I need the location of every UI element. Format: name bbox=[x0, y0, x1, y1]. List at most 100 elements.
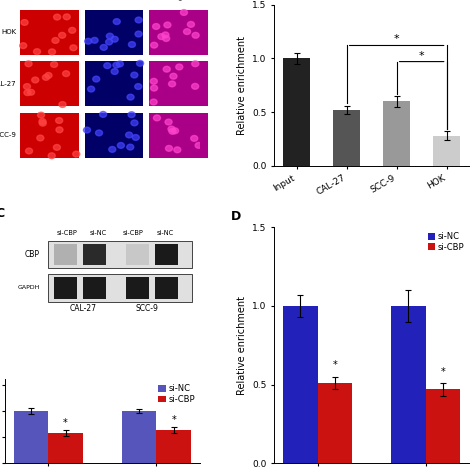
Circle shape bbox=[43, 74, 49, 80]
Circle shape bbox=[192, 32, 199, 38]
Bar bbox=[14, 411, 48, 463]
Bar bbox=[83, 277, 106, 299]
Text: HOK: HOK bbox=[1, 29, 17, 35]
Circle shape bbox=[151, 85, 157, 91]
Circle shape bbox=[37, 135, 44, 141]
Bar bbox=[83, 244, 106, 265]
Text: CAL-27: CAL-27 bbox=[0, 80, 17, 87]
Circle shape bbox=[117, 61, 123, 67]
Circle shape bbox=[132, 135, 139, 140]
Circle shape bbox=[88, 86, 95, 92]
Text: C: C bbox=[0, 207, 4, 220]
Circle shape bbox=[165, 119, 172, 125]
Bar bbox=[333, 110, 360, 166]
Text: SCC-9: SCC-9 bbox=[0, 132, 17, 138]
FancyBboxPatch shape bbox=[20, 113, 79, 158]
Circle shape bbox=[91, 37, 98, 43]
FancyBboxPatch shape bbox=[85, 9, 143, 55]
Circle shape bbox=[111, 37, 118, 42]
Text: B: B bbox=[231, 0, 241, 1]
Circle shape bbox=[169, 128, 176, 134]
Y-axis label: Relative enrichment: Relative enrichment bbox=[237, 296, 246, 395]
Text: *: * bbox=[394, 35, 400, 44]
Circle shape bbox=[85, 38, 92, 44]
Circle shape bbox=[150, 78, 157, 84]
Legend: si-NC, si-CBP: si-NC, si-CBP bbox=[157, 384, 196, 404]
Bar bbox=[156, 430, 191, 463]
Y-axis label: Relative enrichment: Relative enrichment bbox=[237, 36, 246, 135]
FancyBboxPatch shape bbox=[149, 9, 208, 55]
FancyBboxPatch shape bbox=[85, 61, 143, 106]
Circle shape bbox=[54, 145, 60, 150]
Bar bbox=[54, 244, 77, 265]
Circle shape bbox=[202, 90, 209, 96]
Circle shape bbox=[24, 90, 31, 95]
Circle shape bbox=[111, 69, 118, 74]
Circle shape bbox=[39, 120, 46, 126]
Circle shape bbox=[93, 76, 100, 82]
Circle shape bbox=[128, 42, 136, 47]
Text: si-NC: si-NC bbox=[90, 230, 107, 236]
Circle shape bbox=[131, 72, 138, 78]
Circle shape bbox=[183, 29, 191, 35]
Text: SCC-9: SCC-9 bbox=[136, 304, 159, 314]
Circle shape bbox=[54, 14, 61, 20]
Circle shape bbox=[104, 63, 111, 68]
Circle shape bbox=[162, 32, 169, 38]
Circle shape bbox=[176, 64, 183, 70]
Circle shape bbox=[158, 34, 165, 39]
Circle shape bbox=[59, 102, 66, 107]
Circle shape bbox=[37, 112, 45, 118]
Circle shape bbox=[150, 99, 157, 105]
Bar bbox=[155, 244, 178, 265]
Text: Merged: Merged bbox=[165, 0, 191, 1]
Circle shape bbox=[70, 45, 77, 51]
Text: *: * bbox=[441, 367, 446, 377]
Circle shape bbox=[73, 151, 80, 157]
Circle shape bbox=[55, 117, 63, 124]
Circle shape bbox=[63, 14, 70, 20]
Text: GAPDH: GAPDH bbox=[18, 285, 40, 291]
Circle shape bbox=[172, 128, 179, 134]
Bar bbox=[48, 274, 192, 301]
Circle shape bbox=[106, 39, 113, 45]
Circle shape bbox=[191, 83, 199, 89]
Circle shape bbox=[109, 146, 116, 152]
Circle shape bbox=[192, 61, 199, 66]
Text: D: D bbox=[231, 210, 241, 223]
Circle shape bbox=[48, 153, 55, 159]
Bar bbox=[155, 277, 178, 299]
Circle shape bbox=[83, 127, 91, 133]
Circle shape bbox=[127, 144, 134, 150]
Bar bbox=[122, 411, 156, 463]
Circle shape bbox=[56, 127, 63, 133]
Circle shape bbox=[135, 31, 142, 37]
Circle shape bbox=[135, 17, 142, 23]
FancyBboxPatch shape bbox=[85, 113, 143, 158]
FancyBboxPatch shape bbox=[20, 9, 79, 55]
Text: *: * bbox=[419, 51, 424, 60]
Bar bbox=[126, 244, 149, 265]
Circle shape bbox=[106, 33, 113, 39]
Bar bbox=[318, 383, 352, 463]
Circle shape bbox=[39, 118, 46, 124]
Circle shape bbox=[168, 126, 175, 132]
Circle shape bbox=[24, 84, 30, 89]
Legend: si-NC, si-CBP: si-NC, si-CBP bbox=[427, 232, 465, 252]
Bar bbox=[54, 277, 77, 299]
Text: A: A bbox=[0, 0, 5, 1]
Circle shape bbox=[45, 73, 52, 78]
Circle shape bbox=[59, 32, 66, 38]
Circle shape bbox=[195, 142, 202, 148]
Circle shape bbox=[165, 146, 173, 151]
Circle shape bbox=[48, 49, 55, 55]
Circle shape bbox=[34, 49, 41, 54]
Text: CAL-27: CAL-27 bbox=[69, 304, 96, 314]
Circle shape bbox=[154, 115, 161, 121]
Circle shape bbox=[137, 60, 144, 66]
Circle shape bbox=[52, 37, 59, 44]
FancyBboxPatch shape bbox=[149, 61, 208, 106]
Circle shape bbox=[113, 62, 120, 68]
Bar bbox=[48, 433, 83, 463]
Bar bbox=[383, 102, 410, 166]
